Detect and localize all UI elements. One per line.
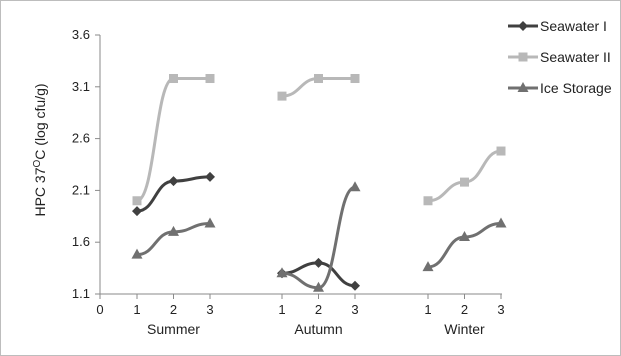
data-point bbox=[349, 181, 361, 192]
data-point bbox=[205, 171, 215, 182]
y-axis: 3.6 3.1 2.6 2.1 1.6 1.1 bbox=[72, 27, 101, 301]
data-point bbox=[204, 217, 216, 228]
series-line bbox=[136, 77, 210, 203]
x-tick-label: 3 bbox=[351, 302, 358, 317]
x-tick-label: 2 bbox=[461, 302, 468, 317]
data-point bbox=[350, 280, 360, 291]
legend-label: Seawater I bbox=[540, 18, 607, 34]
data-point bbox=[132, 196, 142, 206]
legend: Seawater I Seawater II Ice Storage bbox=[508, 18, 612, 96]
series-layer bbox=[131, 74, 507, 292]
y-axis-label-tail: C (log cfu/g) bbox=[32, 83, 48, 159]
y-axis-label: HPC 37OC (log cfu/g) bbox=[32, 83, 48, 216]
legend-marker bbox=[518, 21, 528, 31]
x-group-label-autumn: Autumn bbox=[294, 321, 342, 337]
data-point bbox=[276, 267, 288, 278]
legend-item: Seawater II bbox=[508, 49, 611, 65]
series-ice-storage bbox=[131, 181, 507, 292]
data-point bbox=[422, 261, 434, 272]
data-point bbox=[350, 74, 360, 84]
legend-item: Ice Storage bbox=[508, 80, 612, 96]
x-tick-label-zero: 0 bbox=[96, 302, 103, 317]
legend-marker bbox=[517, 82, 529, 92]
data-point bbox=[313, 257, 324, 268]
y-axis-label-superscript: O bbox=[32, 160, 43, 168]
y-tick-label: 3.6 bbox=[72, 27, 90, 42]
data-point bbox=[313, 281, 324, 292]
data-point bbox=[132, 206, 142, 217]
x-tick-label: 2 bbox=[170, 302, 177, 317]
data-point bbox=[277, 91, 287, 101]
y-tick-label: 3.1 bbox=[72, 79, 90, 94]
data-point bbox=[495, 217, 507, 228]
data-point bbox=[423, 196, 433, 206]
data-point bbox=[460, 177, 469, 187]
y-tick-label: 2.1 bbox=[72, 182, 90, 197]
legend-marker bbox=[518, 52, 528, 62]
series-line bbox=[281, 185, 356, 290]
x-tick-label: 2 bbox=[315, 302, 322, 317]
x-tick-label: 3 bbox=[206, 302, 213, 317]
x-tick-label: 1 bbox=[133, 302, 140, 317]
data-point bbox=[168, 225, 179, 236]
data-point bbox=[168, 176, 179, 187]
series-seawater-i bbox=[132, 171, 360, 291]
data-point bbox=[496, 146, 506, 156]
x-group-label-winter: Winter bbox=[444, 321, 485, 337]
legend-item: Seawater I bbox=[508, 18, 607, 34]
data-point bbox=[205, 74, 215, 84]
y-tick-label: 1.1 bbox=[72, 286, 90, 301]
data-point bbox=[459, 231, 470, 242]
data-point bbox=[131, 248, 143, 259]
legend-label: Ice Storage bbox=[540, 80, 612, 96]
x-group-label-summer: Summer bbox=[147, 321, 200, 337]
data-point bbox=[314, 74, 323, 84]
x-axis: 0 1 2 3 Summer 1 2 3 Autumn 1 2 3 Winter bbox=[96, 293, 505, 337]
data-point bbox=[169, 74, 178, 84]
x-tick-label: 1 bbox=[278, 302, 285, 317]
legend-label: Seawater II bbox=[540, 49, 611, 65]
y-axis-label-main: HPC 37 bbox=[32, 167, 48, 216]
y-tick-label: 2.6 bbox=[72, 131, 90, 146]
series-seawater-ii bbox=[132, 74, 506, 206]
x-tick-label: 3 bbox=[497, 302, 504, 317]
x-tick-label: 1 bbox=[424, 302, 431, 317]
y-tick-label: 1.6 bbox=[72, 234, 90, 249]
